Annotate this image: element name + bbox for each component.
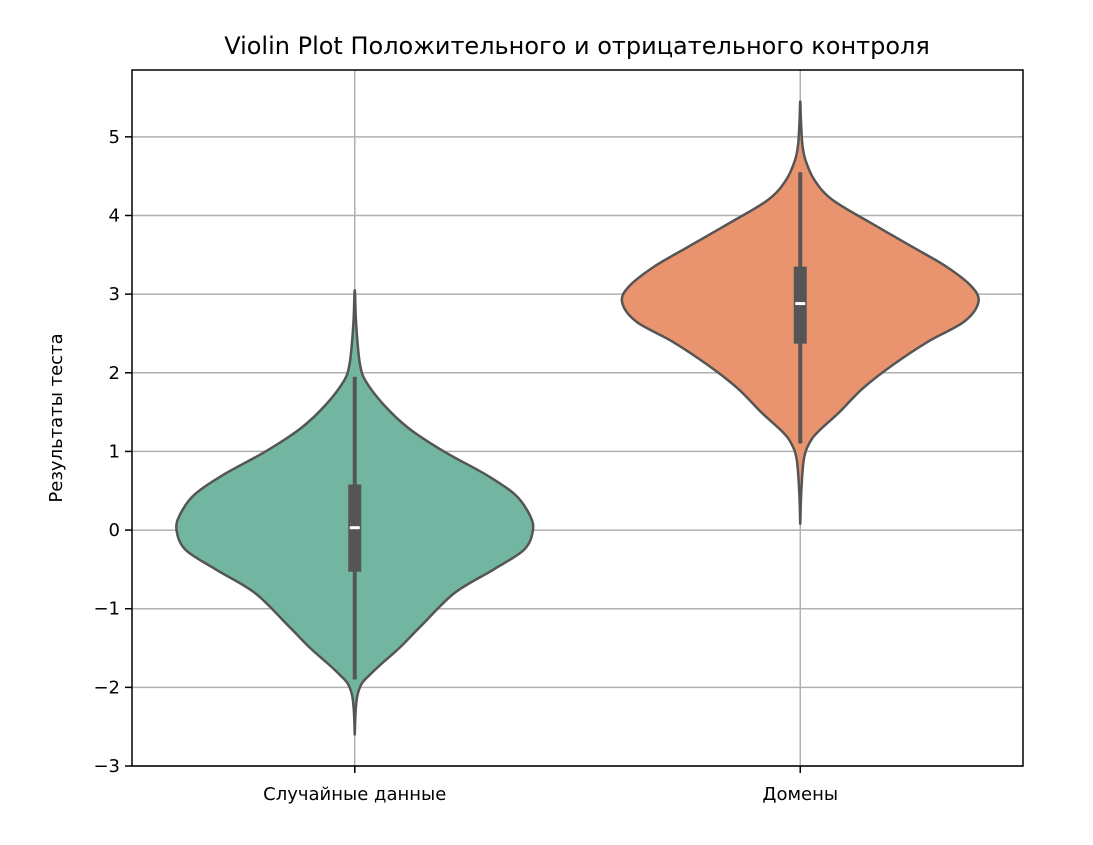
grid <box>132 70 1023 767</box>
y-tick-label: −1 <box>93 599 120 620</box>
y-ticks: −3 −2 −1 0 1 2 3 4 5 <box>93 127 132 777</box>
y-tick-label: 0 <box>109 520 120 541</box>
y-tick-label: 1 <box>109 441 120 462</box>
y-tick-label: −3 <box>93 756 120 777</box>
y-tick-label: 4 <box>109 205 120 226</box>
chart-title: Violin Plot Положительного и отрицательн… <box>224 32 930 60</box>
x-tick-label: Случайные данные <box>263 784 446 805</box>
x-ticks: Случайные данные Домены <box>263 766 838 805</box>
plot-frame <box>131 69 1024 767</box>
y-tick-label: 5 <box>109 127 120 148</box>
y-tick-label: 3 <box>109 284 120 305</box>
y-tick-label: 2 <box>109 363 120 384</box>
violins <box>175 100 980 736</box>
y-tick-label: −2 <box>93 677 120 698</box>
violin-iqr-box <box>793 266 807 344</box>
x-tick-label: Домены <box>762 784 838 805</box>
y-axis-label: Результаты теста <box>46 333 67 502</box>
